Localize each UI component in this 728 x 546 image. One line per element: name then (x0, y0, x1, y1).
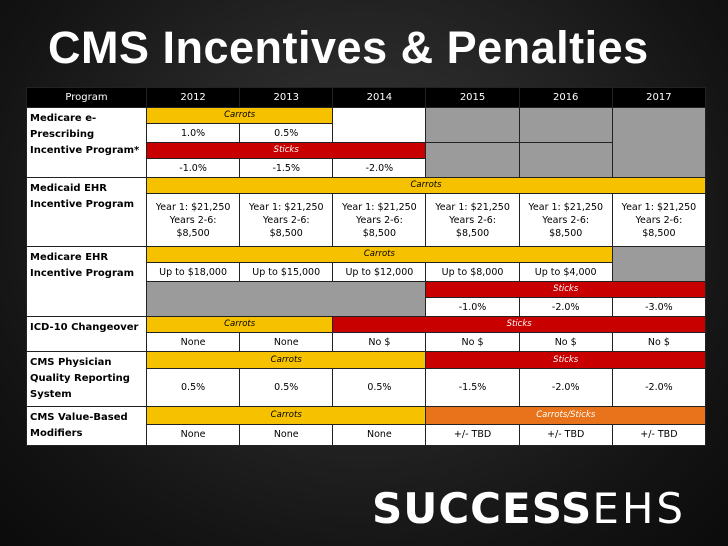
icd10-sticks-band: Sticks (332, 316, 706, 333)
erx-stick-values-row: -1.0% -1.5% -2.0% (27, 158, 706, 178)
vbm-2015: +/- TBD (425, 423, 520, 447)
program-erx: Medicare e-Prescribing Incentive Program… (26, 107, 147, 178)
medicare-ehr-2012: Up to $18,000 (145, 262, 241, 282)
medicare-ehr-gray-2012-2014 (145, 281, 427, 317)
medicaid-2016: Year 1: $21,250 Years 2-6: $8,500 (518, 193, 613, 247)
medicare-ehr-sticks-band: Sticks (425, 281, 706, 298)
vbm-2017: +/- TBD (611, 423, 707, 447)
program-icd10: ICD-10 Changeover (26, 316, 147, 352)
logo-suffix: EHS (592, 484, 687, 533)
erx-stick-2014: -2.0% (332, 158, 427, 178)
icd10-2017: No $ (611, 332, 707, 352)
medicare-ehr-carrot-values-row: Up to $18,000 Up to $15,000 Up to $12,00… (27, 262, 706, 282)
icd10-2016: No $ (518, 332, 613, 352)
icd10-2012: None (145, 332, 241, 352)
medicaid-2012: Year 1: $21,250 Years 2-6: $8,500 (145, 193, 241, 247)
erx-gray-2016 (518, 107, 613, 143)
header-2014: 2014 (332, 87, 427, 108)
erx-carrots-band: Carrots (145, 107, 334, 124)
program-pqrs: CMS Physician Quality Reporting System (26, 351, 147, 407)
erx-stick-2012: -1.0% (145, 158, 241, 178)
medicaid-carrots-band: Carrots (146, 177, 706, 194)
vbm-carrots-sticks-band: Carrots/Sticks (425, 406, 706, 425)
program-medicaid: Medicaid EHR Incentive Program (26, 177, 147, 247)
medicare-ehr-2013: Up to $15,000 (239, 262, 334, 282)
erx-gray-2015 (425, 107, 520, 143)
vbm-values-row: None None None +/- TBD +/- TBD +/- TBD (27, 423, 707, 447)
slide-title: CMS Incentives & Penalties (48, 22, 649, 73)
pqrs-2015: -1.5% (425, 368, 520, 407)
medicare-ehr-gray-2017 (611, 246, 707, 282)
program-vbm: CMS Value-Based Modifiers (26, 406, 147, 446)
logo-brand: SUCCESS (372, 484, 593, 533)
pqrs-2017: -2.0% (611, 368, 707, 407)
icd10-2013: None (239, 332, 334, 352)
icd10-band-row: ICD-10 Changeover Carrots Sticks (26, 316, 706, 352)
pqrs-2016: -2.0% (518, 368, 613, 407)
pqrs-carrots-band: Carrots (145, 350, 427, 370)
medicare-ehr-stick-2017: -3.0% (611, 297, 707, 317)
icd10-2014: No $ (332, 332, 427, 352)
erx-gray-2015b (425, 142, 520, 178)
medicaid-band-row: Medicaid EHR Incentive Program Carrots (26, 177, 706, 247)
program-medicare-ehr: Medicare EHR Incentive Program (26, 246, 147, 317)
pqrs-2014: 0.5% (332, 368, 427, 407)
icd10-carrots-band: Carrots (145, 316, 334, 333)
medicaid-2014: Year 1: $21,250 Years 2-6: $8,500 (332, 193, 427, 247)
header-2015: 2015 (425, 87, 520, 108)
icd10-values-row: None None No $ No $ No $ No $ (27, 332, 707, 352)
erx-sticks-band: Sticks (145, 142, 427, 159)
medicare-ehr-stick-2015: -1.0% (425, 297, 520, 317)
pqrs-band-row: CMS Physician Quality Reporting System C… (26, 350, 706, 407)
header-2013: 2013 (239, 87, 334, 108)
erx-carrot-values-row: 1.0% 0.5% (27, 123, 706, 143)
medicaid-2015: Year 1: $21,250 Years 2-6: $8,500 (425, 193, 520, 247)
successehs-logo: SUCCESSEHS (372, 484, 686, 534)
medicare-ehr-2015: Up to $8,000 (425, 262, 520, 282)
header-2017: 2017 (611, 87, 707, 108)
erx-gray-2016b (518, 142, 613, 178)
vbm-2013: None (239, 423, 334, 447)
erx-carrot-2013: 0.5% (239, 123, 334, 143)
vbm-band-row: CMS Value-Based Modifiers Carrots Carrot… (26, 406, 706, 446)
medicare-ehr-2016: Up to $4,000 (518, 262, 613, 282)
pqrs-values-row: 0.5% 0.5% 0.5% -1.5% -2.0% -2.0% (27, 368, 707, 407)
medicare-ehr-carrot-band-row: Medicare EHR Incentive Program Carrots (26, 246, 707, 317)
medicaid-2013: Year 1: $21,250 Years 2-6: $8,500 (239, 193, 334, 247)
erx-empty-2014 (332, 107, 427, 143)
vbm-2012: None (145, 423, 241, 447)
header-row: Program 2012 2013 2014 2015 2016 2017 (26, 87, 707, 108)
vbm-2014: None (332, 423, 427, 447)
pqrs-2012: 0.5% (145, 368, 241, 407)
erx-carrot-2012: 1.0% (145, 123, 241, 143)
icd10-2015: No $ (425, 332, 520, 352)
pqrs-2013: 0.5% (239, 368, 334, 407)
pqrs-sticks-band: Sticks (425, 350, 706, 370)
medicaid-values-row: Year 1: $21,250 Years 2-6: $8,500 Year 1: … (27, 193, 707, 247)
header-2016: 2016 (518, 87, 613, 108)
header-2012: 2012 (145, 87, 241, 108)
medicare-ehr-carrots-band: Carrots (146, 246, 613, 263)
header-program: Program (26, 87, 147, 108)
medicare-ehr-2014: Up to $12,000 (332, 262, 427, 282)
erx-carrot-band-row: Medicare e-Prescribing Incentive Program… (26, 107, 707, 178)
vbm-2016: +/- TBD (518, 423, 613, 447)
erx-gray-2017 (611, 107, 707, 178)
medicaid-2017: Year 1: $21,250 Years 2-6: $8,500 (611, 193, 707, 247)
medicare-ehr-stick-2016: -2.0% (518, 297, 613, 317)
incentives-table: Program 2012 2013 2014 2015 2016 2017 Me… (26, 87, 707, 447)
medicare-ehr-stick-values-row: -1.0% -2.0% -3.0% (27, 297, 707, 317)
vbm-carrots-band: Carrots (145, 406, 427, 425)
erx-stick-2013: -1.5% (239, 158, 334, 178)
